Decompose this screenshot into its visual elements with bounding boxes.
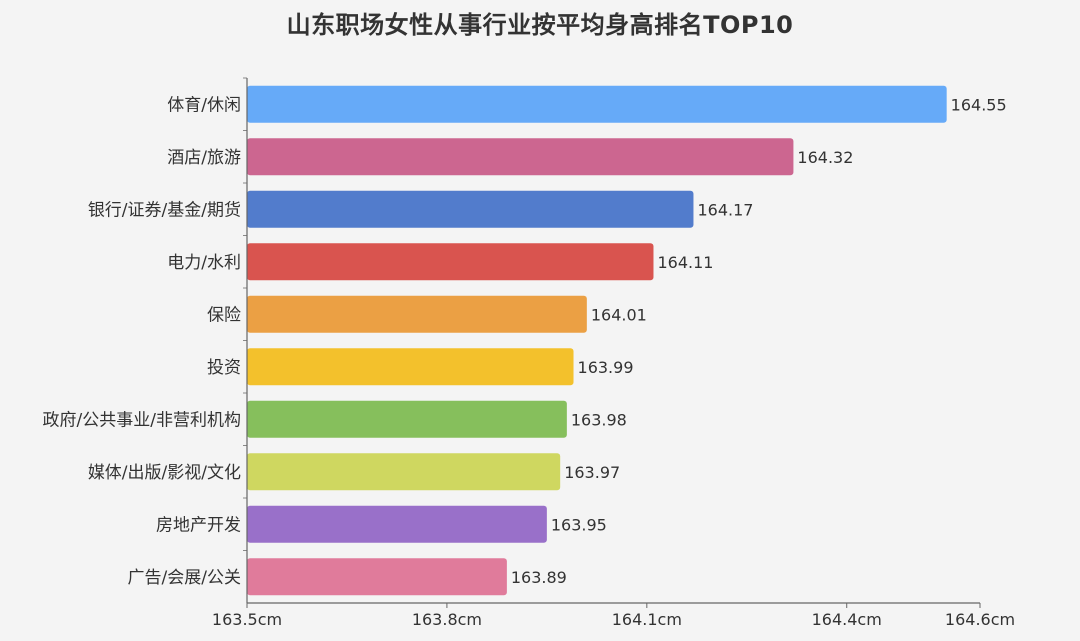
- data-label: 164.17: [697, 200, 753, 219]
- bar: [247, 138, 794, 176]
- data-label: 163.98: [571, 410, 627, 429]
- category-label: 广告/会展/公关: [128, 568, 241, 588]
- chart-title: 山东职场女性从事行业按平均身高排名TOP10: [286, 11, 794, 39]
- category-label: 酒店/旅游: [167, 148, 241, 168]
- x-tick-label: 163.5cm: [212, 610, 282, 629]
- data-label: 163.95: [551, 515, 607, 534]
- bar: [247, 453, 561, 491]
- data-label: 164.32: [797, 148, 853, 167]
- x-tick-label: 164.1cm: [612, 610, 682, 629]
- bar: [247, 505, 547, 543]
- category-label: 体育/休闲: [167, 95, 241, 115]
- category-label: 银行/证券/基金/期货: [88, 200, 241, 220]
- bar: [247, 85, 947, 123]
- bar: [247, 190, 694, 228]
- bar: [247, 558, 507, 596]
- bar: [247, 400, 567, 438]
- category-label: 电力/水利: [167, 253, 241, 273]
- x-tick-label: 163.8cm: [412, 610, 482, 629]
- bar: [247, 243, 654, 281]
- data-label: 163.97: [564, 463, 620, 482]
- data-label: 163.89: [511, 568, 567, 587]
- category-label: 投资: [207, 358, 241, 378]
- data-label: 164.01: [591, 305, 647, 324]
- category-label: 保险: [207, 305, 241, 325]
- bar: [247, 348, 574, 386]
- x-tick-label: 164.6cm: [945, 610, 1015, 629]
- data-label: 164.55: [951, 95, 1007, 114]
- category-label: 政府/公共事业/非营利机构: [43, 410, 241, 430]
- data-label: 163.99: [578, 358, 634, 377]
- data-label: 164.11: [657, 253, 713, 272]
- x-tick-label: 164.4cm: [812, 610, 882, 629]
- category-label: 房地产开发: [156, 515, 241, 535]
- bar: [247, 295, 587, 333]
- category-label: 媒体/出版/影视/文化: [88, 463, 241, 483]
